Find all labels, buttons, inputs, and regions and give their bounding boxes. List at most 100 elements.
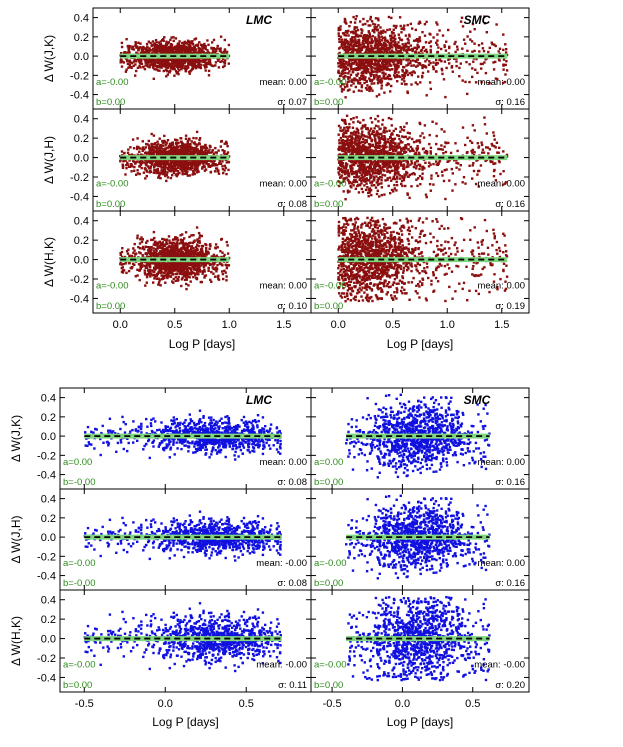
data-point bbox=[440, 47, 443, 51]
data-point bbox=[412, 64, 416, 67]
data-point bbox=[159, 165, 162, 168]
data-point bbox=[209, 160, 213, 163]
data-point bbox=[428, 142, 431, 146]
data-point bbox=[156, 140, 159, 143]
data-point bbox=[423, 167, 426, 170]
data-point bbox=[361, 39, 365, 42]
data-point bbox=[131, 165, 134, 168]
data-point bbox=[140, 48, 143, 51]
data-point bbox=[172, 153, 176, 156]
data-point bbox=[411, 147, 414, 150]
data-point bbox=[194, 65, 197, 68]
data-point bbox=[484, 159, 487, 163]
data-point bbox=[458, 75, 461, 78]
data-point bbox=[124, 70, 128, 73]
data-point bbox=[339, 181, 342, 185]
data-point bbox=[483, 61, 486, 64]
data-point bbox=[211, 50, 215, 53]
data-point bbox=[223, 164, 227, 167]
data-point bbox=[367, 30, 370, 33]
data-point bbox=[436, 39, 439, 42]
data-point bbox=[379, 30, 383, 33]
data-point bbox=[493, 43, 496, 46]
data-point bbox=[397, 71, 400, 74]
data-point bbox=[198, 142, 201, 145]
data-point bbox=[404, 184, 407, 188]
data-point bbox=[455, 166, 458, 169]
data-point bbox=[192, 64, 196, 67]
data-point bbox=[341, 32, 345, 35]
data-point bbox=[152, 66, 155, 69]
data-point bbox=[376, 67, 380, 70]
data-point bbox=[455, 161, 458, 165]
data-point bbox=[372, 73, 375, 77]
data-point bbox=[388, 44, 391, 47]
data-point bbox=[338, 40, 341, 43]
data-point bbox=[173, 68, 176, 71]
data-point bbox=[149, 166, 152, 169]
data-point bbox=[489, 159, 492, 162]
data-point bbox=[169, 176, 173, 180]
data-point bbox=[182, 164, 185, 167]
data-point bbox=[413, 71, 416, 74]
data-point bbox=[360, 71, 364, 75]
data-point bbox=[378, 47, 381, 50]
data-point bbox=[185, 170, 188, 174]
data-point bbox=[198, 150, 201, 153]
data-point bbox=[342, 77, 346, 80]
data-point bbox=[359, 51, 362, 54]
data-point bbox=[432, 36, 435, 39]
data-point bbox=[166, 47, 169, 51]
data-point bbox=[174, 49, 178, 53]
data-point bbox=[190, 60, 194, 64]
data-point bbox=[225, 140, 228, 144]
data-point bbox=[227, 62, 230, 65]
data-point bbox=[393, 152, 396, 155]
data-point bbox=[219, 47, 222, 50]
data-point bbox=[492, 61, 495, 64]
data-point bbox=[504, 43, 507, 46]
data-point bbox=[167, 51, 171, 54]
data-point bbox=[385, 61, 388, 64]
data-point bbox=[432, 162, 435, 166]
data-point bbox=[371, 41, 374, 45]
data-point bbox=[345, 83, 349, 86]
data-point bbox=[160, 57, 163, 60]
data-point bbox=[466, 49, 469, 52]
data-point bbox=[176, 63, 180, 66]
data-point bbox=[168, 46, 171, 49]
data-point bbox=[405, 50, 409, 54]
data-point bbox=[405, 159, 409, 162]
data-point bbox=[466, 35, 469, 38]
data-point bbox=[340, 87, 344, 91]
data-point bbox=[421, 132, 424, 135]
data-point bbox=[337, 65, 340, 68]
data-point bbox=[191, 173, 194, 176]
data-point bbox=[337, 133, 340, 136]
data-point bbox=[158, 159, 161, 162]
data-point bbox=[149, 151, 152, 155]
data-point bbox=[464, 80, 467, 84]
data-point bbox=[468, 63, 471, 66]
data-point bbox=[178, 153, 181, 156]
data-point bbox=[146, 143, 149, 146]
data-point bbox=[350, 139, 354, 142]
data-point bbox=[191, 67, 195, 71]
data-point bbox=[370, 38, 373, 41]
data-point bbox=[418, 62, 422, 65]
data-point bbox=[352, 46, 355, 49]
data-point bbox=[392, 40, 395, 43]
data-point bbox=[153, 62, 156, 65]
sigma-label: σ: 0.07 bbox=[277, 97, 307, 108]
data-point bbox=[141, 51, 144, 54]
data-point bbox=[380, 152, 383, 155]
data-point bbox=[369, 116, 372, 120]
data-point bbox=[194, 146, 198, 149]
data-point bbox=[353, 21, 357, 24]
data-point bbox=[367, 86, 370, 90]
data-point bbox=[480, 67, 483, 70]
data-point bbox=[166, 162, 170, 166]
data-point bbox=[390, 38, 393, 42]
data-point bbox=[432, 61, 435, 64]
